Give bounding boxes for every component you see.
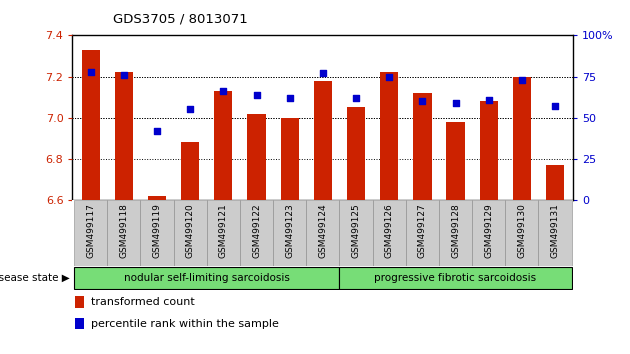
Text: GSM499130: GSM499130 xyxy=(517,203,527,258)
Bar xyxy=(539,200,571,266)
Bar xyxy=(74,200,107,266)
Text: GSM499129: GSM499129 xyxy=(484,203,493,258)
Point xyxy=(219,88,229,94)
Bar xyxy=(248,114,266,200)
Bar xyxy=(347,107,365,200)
Text: percentile rank within the sample: percentile rank within the sample xyxy=(91,319,279,329)
Bar xyxy=(74,267,340,289)
Text: GSM499122: GSM499122 xyxy=(252,203,261,258)
Text: transformed count: transformed count xyxy=(91,297,195,307)
Point xyxy=(285,95,295,101)
Bar xyxy=(273,200,306,266)
Text: GSM499118: GSM499118 xyxy=(119,203,129,258)
Bar xyxy=(207,200,240,266)
Bar xyxy=(406,200,439,266)
Bar xyxy=(479,101,498,200)
Text: GSM499120: GSM499120 xyxy=(186,203,195,258)
Text: GSM499127: GSM499127 xyxy=(418,203,427,258)
Point xyxy=(351,95,361,101)
Text: disease state ▶: disease state ▶ xyxy=(0,273,69,283)
Text: GSM499126: GSM499126 xyxy=(385,203,394,258)
Point xyxy=(152,128,162,134)
Text: GSM499128: GSM499128 xyxy=(451,203,460,258)
Point xyxy=(119,72,129,78)
Bar xyxy=(439,200,472,266)
Text: GSM499125: GSM499125 xyxy=(352,203,360,258)
Point xyxy=(86,69,96,74)
Text: GSM499124: GSM499124 xyxy=(318,203,328,258)
Bar xyxy=(340,200,372,266)
Bar xyxy=(513,76,531,200)
Text: GSM499119: GSM499119 xyxy=(152,203,161,258)
Bar xyxy=(372,200,406,266)
Point xyxy=(450,100,461,106)
Point xyxy=(484,97,494,102)
Bar xyxy=(314,81,332,200)
Bar xyxy=(115,73,133,200)
Bar xyxy=(140,200,174,266)
Text: GSM499117: GSM499117 xyxy=(86,203,95,258)
Bar xyxy=(306,200,340,266)
Bar xyxy=(81,50,100,200)
Bar xyxy=(107,200,140,266)
Bar xyxy=(75,296,84,308)
Bar xyxy=(181,142,199,200)
Text: nodular self-limiting sarcoidosis: nodular self-limiting sarcoidosis xyxy=(124,273,290,283)
Bar xyxy=(447,122,465,200)
Point xyxy=(185,107,195,112)
Point xyxy=(318,70,328,76)
Bar xyxy=(380,73,398,200)
Text: progressive fibrotic sarcoidosis: progressive fibrotic sarcoidosis xyxy=(374,273,537,283)
Bar xyxy=(340,267,571,289)
Bar xyxy=(280,118,299,200)
Bar xyxy=(174,200,207,266)
Bar xyxy=(413,93,432,200)
Bar xyxy=(148,196,166,200)
Point xyxy=(550,103,560,109)
Bar xyxy=(214,91,232,200)
Point xyxy=(417,98,427,104)
Point xyxy=(517,77,527,83)
Bar xyxy=(472,200,505,266)
Bar xyxy=(240,200,273,266)
Point xyxy=(251,92,261,97)
Text: GDS3705 / 8013071: GDS3705 / 8013071 xyxy=(113,12,248,25)
Bar xyxy=(505,200,539,266)
Text: GSM499123: GSM499123 xyxy=(285,203,294,258)
Bar xyxy=(75,318,84,329)
Text: GSM499121: GSM499121 xyxy=(219,203,228,258)
Bar xyxy=(546,165,564,200)
Point xyxy=(384,74,394,79)
Text: GSM499131: GSM499131 xyxy=(551,203,559,258)
